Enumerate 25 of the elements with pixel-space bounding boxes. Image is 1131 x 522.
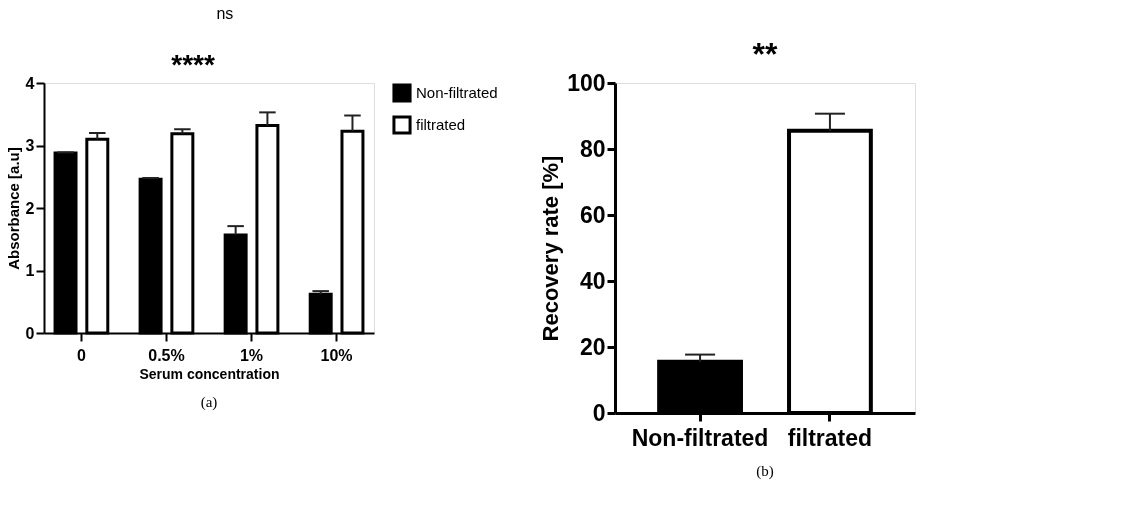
y-tick-label: 60 [579, 201, 606, 228]
text: ** [752, 36, 778, 73]
x-tick-label: 1% [239, 346, 264, 364]
legend-label: Non-filtrated [416, 84, 498, 101]
y-tick-label: 20 [579, 333, 606, 360]
y-tick-label: 80 [579, 135, 606, 162]
text: (a) [200, 394, 218, 411]
y-tick-label: 0 [592, 399, 606, 426]
y-tick-label: 2 [25, 199, 35, 217]
x-axis-title: Serum concentration [139, 365, 280, 382]
x-tick-label: 0.5% [148, 346, 185, 364]
y-axis-title: Recovery rate [%] [538, 155, 564, 342]
x-tick-label: 10% [320, 346, 353, 364]
y-tick-label: 40 [579, 267, 606, 294]
legend-label: filtrated [416, 116, 466, 133]
text: **** [171, 49, 216, 81]
x-tick-label: 0 [76, 346, 86, 364]
text: ns [216, 5, 234, 23]
text: (b) [756, 463, 774, 480]
y-tick-label: 100 [567, 69, 606, 96]
y-axis-title: Absorbance [a.u] [4, 147, 22, 270]
y-tick-label: 3 [25, 137, 35, 154]
y-tick-label: 4 [25, 74, 35, 92]
y-tick-label: 0 [25, 324, 35, 342]
y-tick-label: 1 [25, 262, 35, 279]
